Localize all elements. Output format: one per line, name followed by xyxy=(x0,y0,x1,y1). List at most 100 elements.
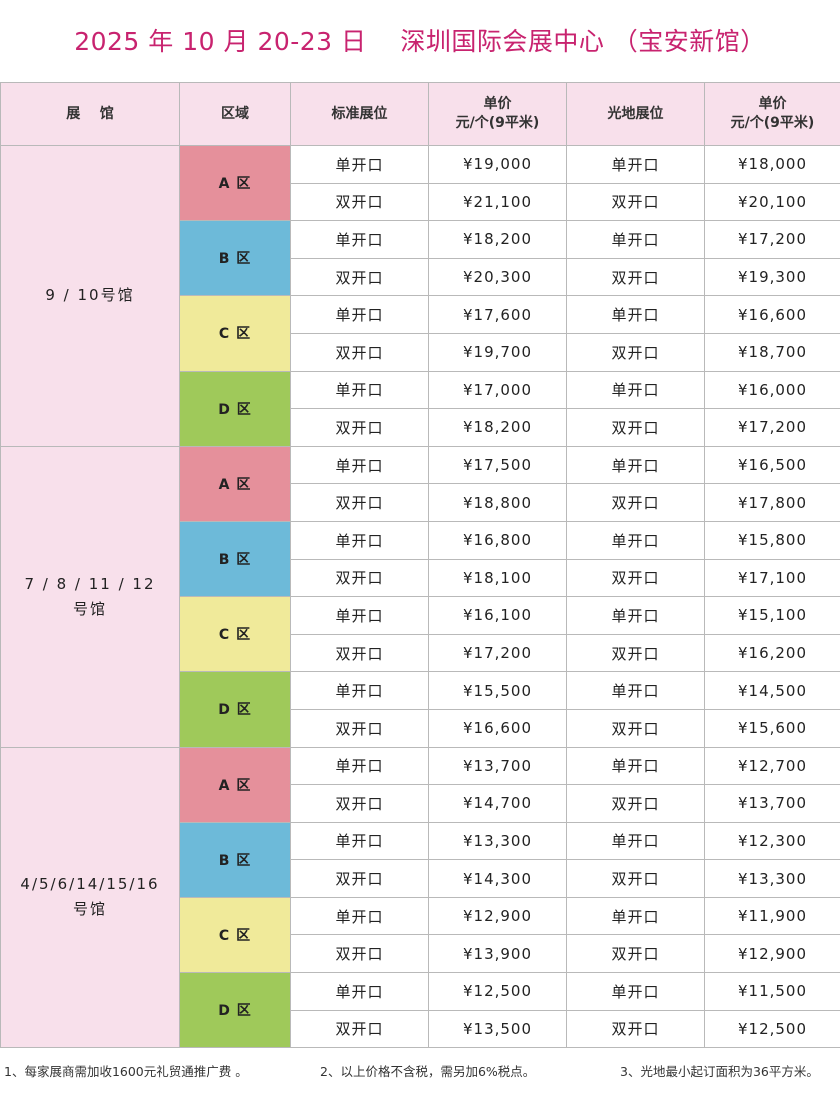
standard-price-cell: ¥17,500 xyxy=(428,445,567,485)
table-row: 双开口 ¥18,800 双开口 ¥17,800 xyxy=(1,483,840,522)
raw-type-cell: 单开口 xyxy=(566,596,705,635)
booth-type-cell: 单开口 xyxy=(290,596,429,635)
standard-price-cell: ¥18,100 xyxy=(428,558,567,598)
raw-price-cell: ¥18,000 xyxy=(704,145,840,184)
zone-cell: C 区 xyxy=(179,295,291,372)
booth-type-cell: 双开口 xyxy=(290,182,429,222)
header-raw-price-line1: 单价 xyxy=(758,96,787,112)
standard-price-cell: ¥13,900 xyxy=(428,934,567,974)
table-row: D 区单开口 ¥17,000 单开口 ¥16,000 xyxy=(1,370,840,447)
standard-price-cell: ¥16,800 xyxy=(428,520,567,560)
raw-price-cell: ¥16,500 xyxy=(704,445,840,485)
raw-price-cell: ¥18,700 xyxy=(704,332,840,372)
raw-type-cell: 双开口 xyxy=(566,633,705,673)
table-row: 双开口 ¥16,600 双开口 ¥15,600 xyxy=(1,708,840,748)
raw-type-cell: 单开口 xyxy=(566,520,705,560)
raw-price-cell: ¥16,600 xyxy=(704,295,840,334)
raw-type-cell: 双开口 xyxy=(566,1009,705,1049)
table-row: B 区单开口 ¥18,200 单开口 ¥17,200 xyxy=(1,220,840,297)
booth-type-cell: 双开口 xyxy=(290,934,429,974)
raw-price-cell: ¥15,800 xyxy=(704,520,840,560)
zone-cell: A 区 xyxy=(179,144,291,222)
page-title: 2025 年 10 月 20-23 日 深圳国际会展中心 （宝安新馆） xyxy=(74,27,766,56)
raw-type-cell: 单开口 xyxy=(566,445,705,485)
raw-type-cell: 双开口 xyxy=(566,859,705,898)
zone-cell: D 区 xyxy=(179,370,291,447)
zone-cell: D 区 xyxy=(179,972,291,1049)
raw-type-cell: 双开口 xyxy=(566,708,705,748)
zone-cell: B 区 xyxy=(179,821,291,898)
raw-type-cell: 单开口 xyxy=(566,746,705,786)
raw-price-cell: ¥15,600 xyxy=(704,708,840,748)
table-row: C 区单开口 ¥12,900 单开口 ¥11,900 xyxy=(1,896,840,974)
standard-price-cell: ¥20,300 xyxy=(428,257,567,297)
booth-type-cell: 双开口 xyxy=(290,784,429,823)
header-standard-price: 单价 元/个(9平米) xyxy=(428,82,567,146)
table-row: D 区单开口 ¥15,500 单开口 ¥14,500 xyxy=(1,671,840,748)
table-row: 双开口 ¥14,300 双开口 ¥13,300 xyxy=(1,859,840,898)
raw-type-cell: 双开口 xyxy=(566,934,705,974)
standard-price-cell: ¥14,700 xyxy=(428,784,567,823)
zone-cell: C 区 xyxy=(179,596,291,673)
zone-cell: D 区 xyxy=(179,671,291,748)
booth-type-cell: 双开口 xyxy=(290,483,429,522)
raw-price-cell: ¥13,700 xyxy=(704,784,840,823)
table-row: 双开口 ¥13,500 双开口 ¥12,500 xyxy=(1,1009,840,1049)
raw-price-cell: ¥16,000 xyxy=(704,370,840,410)
zone-cell: B 区 xyxy=(179,520,291,598)
hall-cell: 4/5/6/14/15/16 号馆 xyxy=(0,746,180,1049)
table-row: 4/5/6/14/15/16 号馆 A 区单开口 ¥13,700 单开口 ¥12,700 xyxy=(0,746,840,1049)
raw-price-cell: ¥12,900 xyxy=(704,934,840,974)
raw-type-cell: 双开口 xyxy=(566,408,705,447)
table-row: 双开口 ¥21,100 双开口 ¥20,100 xyxy=(1,182,840,222)
raw-price-cell: ¥17,200 xyxy=(704,220,840,259)
note-promo-fee: 1、每家展商需加收1600元礼贸通推广费 。 xyxy=(4,1064,248,1079)
note-min-area: 3、光地最小起订面积为36平方米。 xyxy=(620,1064,819,1079)
header-raw-space: 光地展位 xyxy=(566,82,705,146)
table-row: 双开口 ¥18,100 双开口 ¥17,100 xyxy=(1,558,840,598)
booth-type-cell: 双开口 xyxy=(290,1009,429,1049)
hall-label-line1: 7 / 8 / 11 / 12 xyxy=(24,574,156,593)
booth-type-cell: 双开口 xyxy=(290,708,429,748)
header-raw-price: 单价 元/个(9平米) xyxy=(704,82,840,146)
hall-label-line2: 号馆 xyxy=(72,599,107,618)
standard-price-cell: ¥16,100 xyxy=(428,596,567,635)
raw-price-cell: ¥11,500 xyxy=(704,972,840,1011)
raw-price-cell: ¥17,200 xyxy=(704,408,840,447)
zone-cell: C 区 xyxy=(179,896,291,974)
raw-type-cell: 单开口 xyxy=(566,896,705,936)
zone-cell: A 区 xyxy=(179,746,291,823)
raw-type-cell: 双开口 xyxy=(566,332,705,372)
table-row: 双开口 ¥13,900 双开口 ¥12,900 xyxy=(1,934,840,974)
raw-price-cell: ¥12,700 xyxy=(704,746,840,786)
raw-type-cell: 单开口 xyxy=(566,295,705,334)
raw-price-cell: ¥11,900 xyxy=(704,896,840,936)
raw-price-cell: ¥14,500 xyxy=(704,671,840,710)
raw-price-cell: ¥20,100 xyxy=(704,182,840,222)
table-row: 双开口 ¥19,700 双开口 ¥18,700 xyxy=(1,332,840,372)
booth-type-cell: 双开口 xyxy=(290,558,429,598)
table-row: 9 / 10号馆 A 区单开口 ¥19,000 单开口 ¥18,000 xyxy=(0,144,840,447)
raw-type-cell: 单开口 xyxy=(566,821,705,861)
booth-type-cell: 双开口 xyxy=(290,257,429,297)
standard-price-cell: ¥12,900 xyxy=(428,896,567,936)
raw-type-cell: 双开口 xyxy=(566,558,705,598)
raw-price-cell: ¥15,100 xyxy=(704,596,840,635)
booth-type-cell: 双开口 xyxy=(290,408,429,447)
hall-cell: 9 / 10号馆 xyxy=(0,145,180,447)
table-header-row: 展 馆 区域 标准展位 单价 元/个(9平米) 光地展位 单价 元/个(9平米) xyxy=(0,82,840,146)
table-row: 7 / 8 / 11 / 12 号馆 A 区单开口 ¥17,500 单开口 ¥16,500 xyxy=(0,445,840,748)
table-row: D 区单开口 ¥12,500 单开口 ¥11,500 xyxy=(1,972,840,1049)
raw-type-cell: 单开口 xyxy=(566,671,705,710)
standard-price-cell: ¥14,300 xyxy=(428,859,567,898)
price-table: 展 馆 区域 标准展位 单价 元/个(9平米) 光地展位 单价 元/个(9平米)… xyxy=(0,82,840,1049)
raw-price-cell: ¥17,800 xyxy=(704,483,840,522)
standard-price-cell: ¥19,000 xyxy=(428,145,567,184)
raw-price-cell: ¥13,300 xyxy=(704,859,840,898)
raw-type-cell: 双开口 xyxy=(566,483,705,522)
booth-type-cell: 单开口 xyxy=(290,145,429,184)
raw-type-cell: 双开口 xyxy=(566,257,705,297)
header-standard-price-line2: 元/个(9平米) xyxy=(455,115,540,131)
booth-type-cell: 单开口 xyxy=(290,671,429,710)
raw-type-cell: 双开口 xyxy=(566,182,705,222)
